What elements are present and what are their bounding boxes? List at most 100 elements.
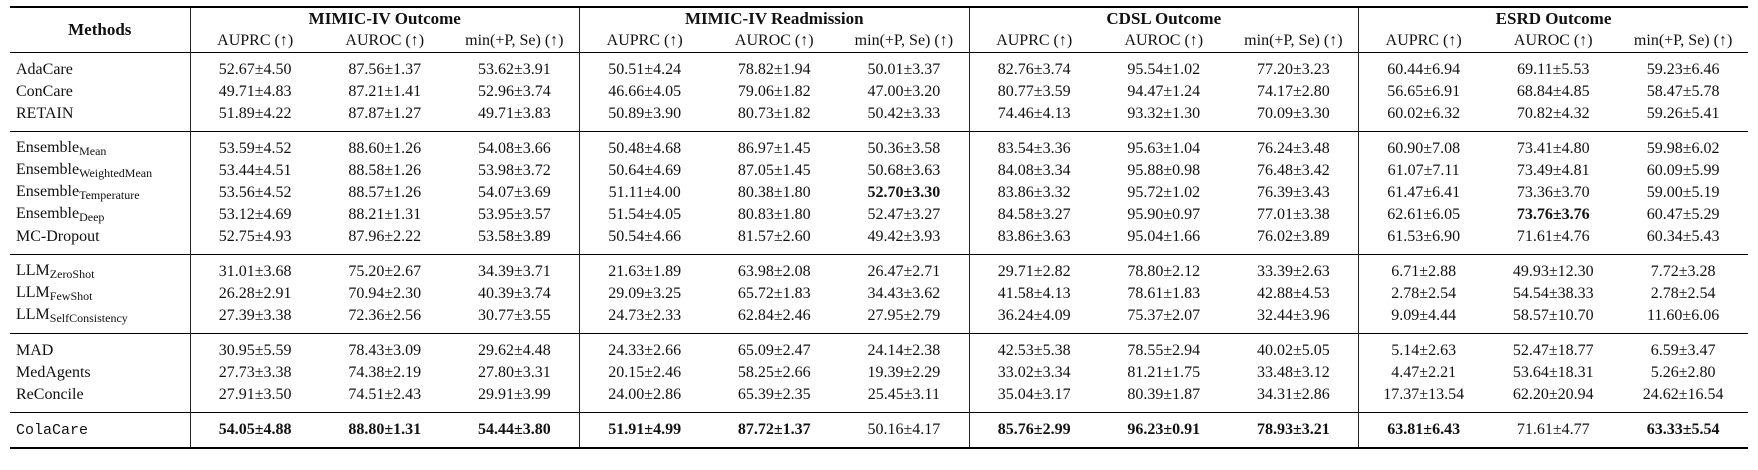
value-cell: 60.90±7.08 [1359,132,1489,161]
value: 77.20±3.23 [1256,61,1330,78]
value: 88.57±1.26 [348,184,422,201]
value: 52.70±3.30 [867,184,941,201]
header-row: Methods MIMIC-IV Outcome MIMIC-IV Readmiss… [10,7,1748,53]
method-cell: EnsembleWeightedMean [10,160,191,182]
value-cell: 2.78±2.54 [1359,283,1489,305]
value-cell: 73.76±3.76 [1488,204,1618,226]
value: 95.72±1.02 [1127,184,1201,201]
group-title: ESRD Outcome [1495,9,1612,28]
value-cell: 24.73±2.33 [580,305,710,334]
value-cell: 95.54±1.02 [1099,53,1229,82]
value-cell: 78.82±1.94 [709,53,839,82]
value-cell: 63.98±2.08 [709,255,839,284]
value-cell: 30.95±5.59 [190,334,320,363]
value-cell: 72.36±2.56 [320,305,450,334]
value: 84.08±3.34 [997,162,1071,179]
value-cell: 24.14±2.38 [839,333,970,362]
value: 52.96±3.74 [477,83,551,100]
value-cell: 34.43±3.62 [839,283,970,305]
value: 53.95±3.57 [477,206,551,223]
value-cell: 74.46±4.13 [969,103,1099,132]
value-cell: 7.72±3.28 [1618,255,1748,284]
method-cell: ConCare [10,81,191,103]
value-cell: 83.54±3.36 [969,132,1099,161]
value: 62.20±20.94 [1512,386,1594,403]
value-cell: 29.09±3.25 [580,283,710,305]
table-row: LLMZeroShot 31.01±3.68 75.20±2.67 34.39±3.7… [10,254,1748,284]
value-cell: 42.88±4.53 [1228,283,1360,305]
value-cell: 51.91±4.99 [580,413,710,449]
value: 53.59±4.52 [218,140,292,157]
value-cell: 5.14±2.63 [1359,334,1489,363]
value: 62.61±6.05 [1387,206,1461,223]
value-cell: 60.09±5.99 [1618,160,1748,182]
value-cell: 19.39±2.29 [839,362,970,384]
value: 50.42±3.33 [867,105,941,122]
value-cell: 95.90±0.97 [1099,204,1229,226]
method-cell: EnsembleDeep [10,204,191,226]
table-section: LLMZeroShot 31.01±3.68 75.20±2.67 34.39±3.7… [10,254,1749,334]
value-cell: 88.80±1.31 [320,413,450,449]
value-cell: 53.98±3.72 [449,160,581,182]
table-row: EnsembleWeightedMean 53.44±4.51 88.58±1.26… [10,160,1748,182]
value-cell: 50.54±4.66 [580,226,710,255]
value-cell: 84.58±3.27 [969,204,1099,226]
value-cell: 87.87±1.27 [320,103,450,132]
value: 29.71±2.82 [997,263,1071,280]
value-cell: 52.47±18.77 [1488,334,1618,363]
value-cell: 50.64±4.69 [580,160,710,182]
value-cell: 53.95±3.57 [449,204,581,226]
value: 49.42±3.93 [867,228,941,245]
value-cell: 93.32±1.30 [1099,103,1229,132]
value: 33.39±2.63 [1256,263,1330,280]
value-cell: 52.96±3.74 [449,81,581,103]
value: 72.36±2.56 [348,307,422,324]
table-section: AdaCare 52.67±4.50 87.56±1.37 53.62±3.91 50.… [10,52,1749,132]
value-cell: 70.94±2.30 [320,283,450,305]
value: 52.67±4.50 [218,61,292,78]
value: 86.97±1.45 [737,140,811,157]
method-name: Ensemble [16,183,80,200]
value-cell: 65.39±2.35 [709,384,839,413]
value: 33.48±3.12 [1256,364,1330,381]
value: 81.21±1.75 [1127,364,1201,381]
value: 4.47±2.21 [1391,364,1457,381]
value: 88.21±1.31 [348,206,422,223]
table-row: ReConcile 27.91±3.50 74.51±2.43 29.91±3.99 2… [10,384,1748,413]
value: 27.95±2.79 [867,307,941,324]
value-cell: 6.59±3.47 [1618,334,1748,363]
value: 82.76±3.74 [997,61,1071,78]
value-cell: 87.72±1.37 [709,413,839,449]
value: 80.38±1.80 [737,184,811,201]
value-cell: 65.09±2.47 [709,334,839,363]
value: 50.64±4.69 [608,162,682,179]
table-section: MAD 30.95±5.59 78.43±3.09 29.62±4.48 24.33±2… [10,333,1749,413]
value: 53.12±4.69 [218,206,292,223]
method-cell: LLMZeroShot [10,254,191,283]
value-cell: 77.20±3.23 [1228,52,1360,81]
table-row: MC-Dropout 52.75±4.93 87.96±2.22 53.58±3.89… [10,226,1748,255]
value-cell: 78.43±3.09 [320,334,450,363]
value-cell: 40.02±5.05 [1228,333,1360,362]
value-cell: 29.91±3.99 [449,384,581,413]
value: 46.66±4.05 [608,83,682,100]
value-cell: 63.81±6.43 [1359,413,1489,449]
value: 93.32±1.30 [1127,105,1201,122]
value: 36.24±4.09 [997,307,1071,324]
value-cell: 88.21±1.31 [320,204,450,226]
value-cell: 2.78±2.54 [1618,283,1748,305]
value: 63.98±2.08 [737,263,811,280]
value: 29.09±3.25 [608,285,682,302]
value-cell: 27.39±3.38 [190,305,320,334]
value: 88.80±1.31 [348,421,422,438]
method-name: LLM [16,306,50,323]
method-cell: EnsembleMean [10,131,191,160]
value: 26.47±2.71 [867,263,941,280]
value-cell: 11.60±6.06 [1618,305,1748,334]
value: 61.47±6.41 [1387,184,1461,201]
value-cell: 50.89±3.90 [580,103,710,132]
value: 58.25±2.66 [737,364,811,381]
value-cell: 63.33±5.54 [1618,413,1748,449]
value: 87.96±2.22 [348,228,422,245]
value-cell: 26.28±2.91 [190,283,320,305]
